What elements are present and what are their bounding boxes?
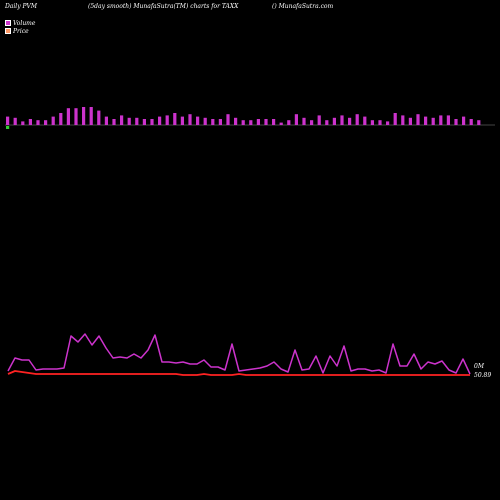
lines-group [7,333,471,376]
volume-bar [446,115,450,125]
volume-bar [264,119,268,125]
legend-price-swatch [5,28,11,34]
volume-bar [249,120,253,125]
volume-bar [196,116,200,125]
volume-bar [97,110,101,125]
volume-bar [317,115,321,125]
volume-bar [218,119,222,125]
legend-volume-swatch [5,20,11,26]
volume-bar [332,117,336,125]
volume-line [7,333,471,375]
volume-bar [272,119,276,125]
volume-bar [89,107,93,125]
volume-bar [44,120,48,125]
volume-bar [135,117,139,125]
volume-bar [401,115,405,125]
volume-bar [241,120,245,125]
volume-bar-down [6,126,10,129]
legend-volume: Volume [5,19,35,27]
volume-bar [370,120,374,125]
legend-price-label: Price [13,27,29,35]
price-end-label: 50.89 [474,372,491,379]
volume-bar [477,120,481,125]
volume-bar [211,119,215,125]
volume-bar [234,117,238,125]
volume-bar [74,108,78,125]
volume-bar [142,119,146,125]
volume-bar [439,115,443,125]
volume-bar [469,119,473,125]
volume-bar [82,107,86,125]
volume-bar [355,114,359,125]
volume-bar [256,119,260,125]
volume-bar [424,116,428,125]
volume-bar [66,108,70,125]
volume-bar [378,120,382,125]
legend-price: Price [5,27,35,35]
volume-bar [36,120,40,125]
volume-bar [59,113,63,125]
volume-bar [340,115,344,125]
volume-bar [416,114,420,125]
volume-bar [454,119,458,125]
volume-bar [408,117,412,125]
volume-bar [28,119,32,125]
volume-bar [158,116,162,125]
volume-bar [21,121,25,125]
volume-bar [127,117,131,125]
volume-bar [226,114,230,125]
volume-bar [363,116,367,125]
volume-bar [294,114,298,125]
volume-bar [431,117,435,125]
legend-volume-label: Volume [13,19,36,27]
volume-end-label: 0M [474,363,485,370]
volume-bar [112,119,116,125]
volume-bar [120,115,124,125]
volume-bar [173,113,177,125]
legend: Volume Price [5,19,35,35]
volume-bar [6,116,10,125]
volume-bar [287,120,291,125]
volume-bars [6,107,481,129]
volume-bar [302,117,306,125]
volume-bar [165,115,169,125]
volume-bar [279,122,283,125]
chart-header-right: () MunafaSutra.com [272,3,334,10]
volume-bar [13,117,17,125]
volume-bar [150,119,154,125]
volume-bar [462,116,466,125]
volume-bar [386,121,390,125]
volume-bar [393,113,397,125]
chart-header-left: Daily PVM [5,3,38,10]
volume-bar [310,120,314,125]
volume-bar [325,120,329,125]
price-line [7,370,470,376]
volume-bar [348,117,352,125]
chart-header-center: (5day smooth) MunafaSutra(TM) charts for… [88,3,239,10]
volume-bar [203,117,207,125]
volume-bar [51,116,55,125]
volume-bar [180,116,184,125]
volume-bar [188,114,192,125]
volume-bar [104,116,108,125]
